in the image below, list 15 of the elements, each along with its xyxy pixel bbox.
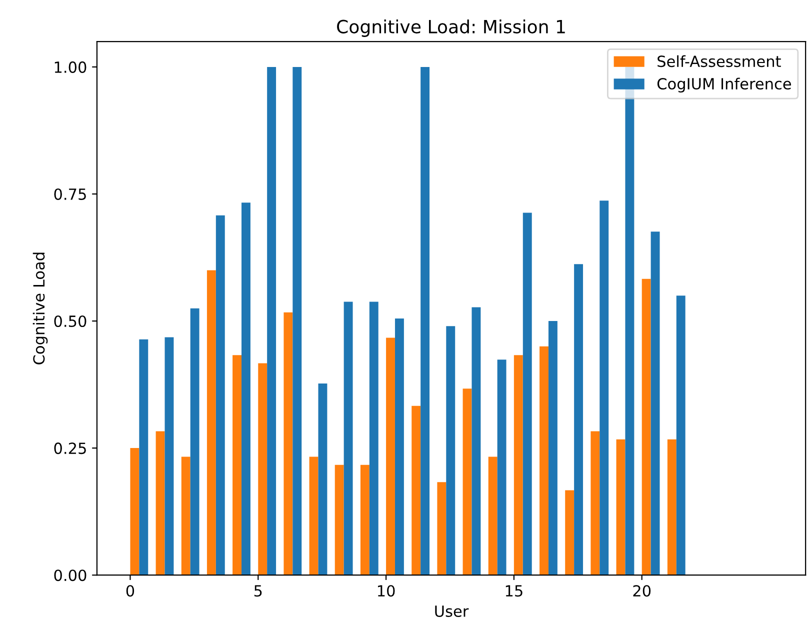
x-tick-label: 20 <box>633 585 651 597</box>
x-tick-label: 0 <box>126 585 134 597</box>
x-tick-label: 10 <box>378 585 395 597</box>
chart-title: Cognitive Load: Mission 1 <box>337 19 565 37</box>
y-tick-label: 0.25 <box>54 442 86 454</box>
y-tick-label: 0.75 <box>54 188 86 200</box>
y-tick-label: 1.00 <box>54 61 86 73</box>
x-tick-label: 15 <box>506 585 522 597</box>
x-tick-label: 5 <box>254 585 262 597</box>
x-axis-title: User <box>435 606 469 617</box>
legend-label: CogIUM Inference <box>657 78 792 92</box>
y-axis-title: Cognitive Load <box>32 252 48 364</box>
legend-label: Self-Assessment <box>658 55 781 68</box>
y-tick-label: 0.00 <box>54 570 86 582</box>
y-tick-label: 0.50 <box>54 315 86 328</box>
